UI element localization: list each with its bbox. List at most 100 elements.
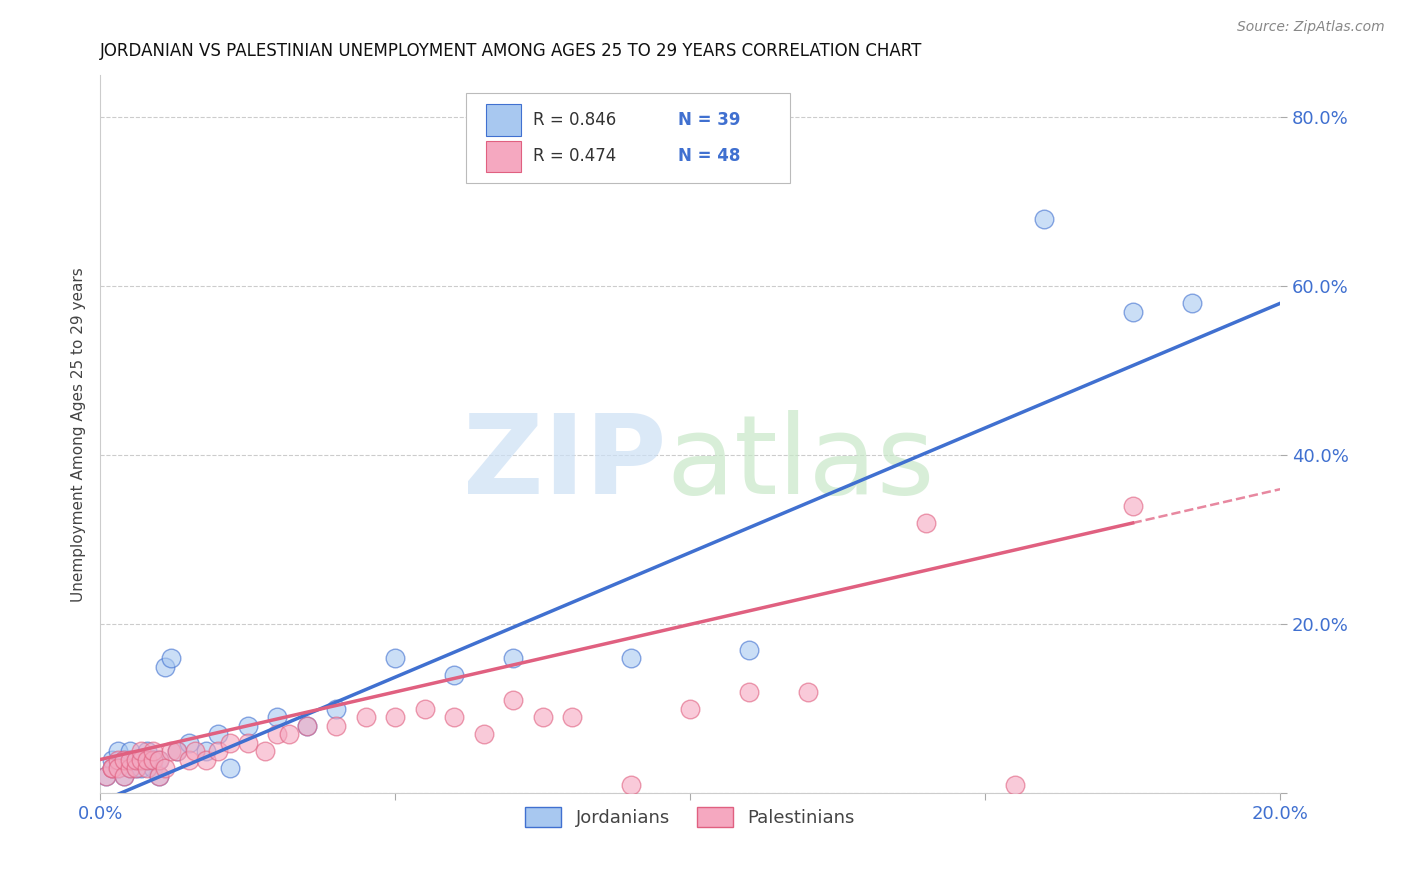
Point [101,761,124,775]
Point [177,736,200,750]
Point [195,753,218,767]
Point [131,761,153,775]
Point [1033,211,1056,226]
Point [118,761,141,775]
Point [219,761,242,775]
Point [384,710,406,724]
Text: ZIP: ZIP [463,409,666,516]
Point [131,753,153,767]
Point [1004,778,1026,792]
Text: R = 0.846: R = 0.846 [533,111,616,128]
Point [148,769,170,783]
Point [443,668,465,682]
Text: N = 48: N = 48 [678,147,741,165]
Point [295,719,318,733]
Point [1122,305,1144,319]
Point [472,727,495,741]
Point [153,659,176,673]
Y-axis label: Unemployment Among Ages 25 to 29 years: Unemployment Among Ages 25 to 29 years [72,267,86,601]
Point [354,710,377,724]
Point [1122,499,1144,513]
Point [620,651,643,665]
Point [148,769,170,783]
Point [136,761,159,775]
Point [531,710,554,724]
Point [266,710,288,724]
Point [502,693,524,707]
Point [325,702,347,716]
Point [325,719,347,733]
Point [236,736,259,750]
FancyBboxPatch shape [486,104,522,136]
Point [112,753,135,767]
Point [1181,296,1204,310]
Point [153,761,176,775]
Point [142,753,165,767]
Point [142,744,165,758]
Point [915,516,938,530]
Text: N = 39: N = 39 [678,111,741,128]
Point [219,736,242,750]
Point [124,753,146,767]
Point [160,744,183,758]
Point [195,744,218,758]
Point [112,753,135,767]
Point [112,769,135,783]
Point [107,761,129,775]
Point [124,761,146,775]
Point [207,744,229,758]
Point [797,685,820,699]
Text: R = 0.474: R = 0.474 [533,147,616,165]
Point [131,744,153,758]
Point [107,753,129,767]
FancyBboxPatch shape [486,141,522,172]
Point [738,642,761,657]
Point [738,685,761,699]
Point [94,769,117,783]
Point [136,753,159,767]
Point [148,753,170,767]
Point [124,753,146,767]
Point [118,761,141,775]
Point [413,702,436,716]
Point [236,719,259,733]
Point [148,753,170,767]
Point [94,769,117,783]
Point [118,753,141,767]
Point [142,753,165,767]
Point [254,744,277,758]
Point [101,761,124,775]
Point [384,651,406,665]
Point [124,761,146,775]
Point [101,753,124,767]
Point [620,778,643,792]
Point [443,710,465,724]
Point [266,727,288,741]
Point [160,651,183,665]
Point [502,651,524,665]
Point [183,744,205,758]
Point [277,727,299,741]
Point [207,727,229,741]
Point [166,744,188,758]
Text: JORDANIAN VS PALESTINIAN UNEMPLOYMENT AMONG AGES 25 TO 29 YEARS CORRELATION CHAR: JORDANIAN VS PALESTINIAN UNEMPLOYMENT AM… [100,42,922,60]
Point [107,761,129,775]
Point [131,753,153,767]
Point [107,744,129,758]
Point [142,761,165,775]
FancyBboxPatch shape [465,93,790,183]
Point [177,753,200,767]
Point [136,744,159,758]
Point [561,710,583,724]
Point [118,744,141,758]
Point [101,761,124,775]
Point [136,753,159,767]
Legend: Jordanians, Palestinians: Jordanians, Palestinians [517,799,862,835]
Point [679,702,702,716]
Text: Source: ZipAtlas.com: Source: ZipAtlas.com [1237,20,1385,34]
Point [166,744,188,758]
Point [112,769,135,783]
Point [118,753,141,767]
Point [295,719,318,733]
Text: atlas: atlas [666,409,935,516]
